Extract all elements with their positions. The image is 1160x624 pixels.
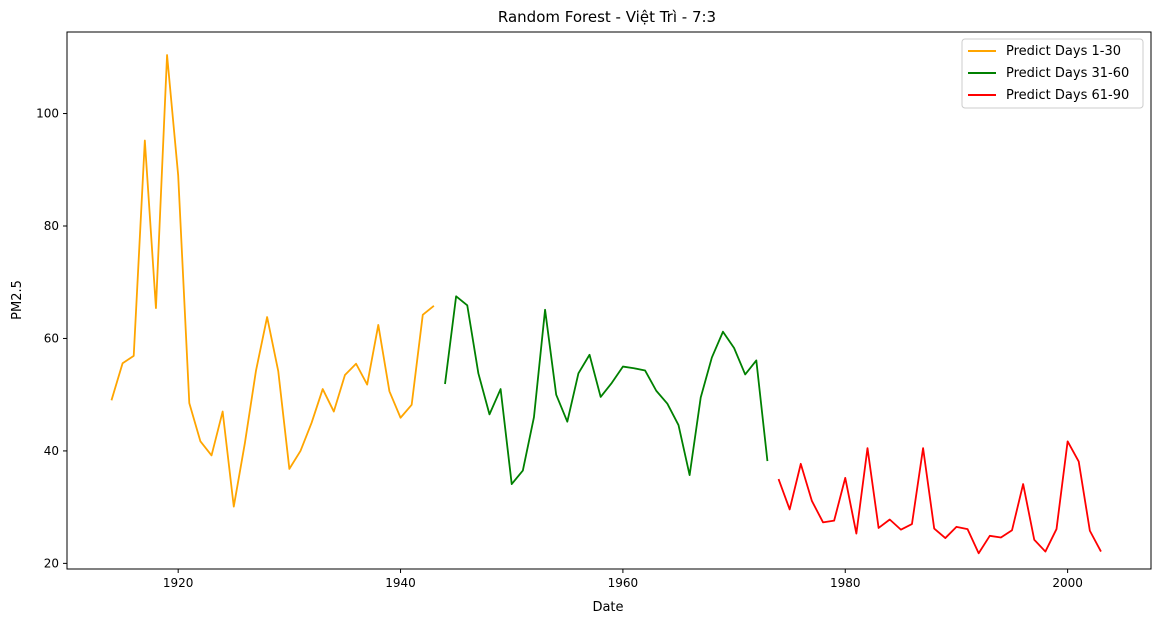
y-tick-label: 40: [44, 444, 59, 458]
x-tick-label: 1960: [608, 576, 639, 590]
x-axis-title: Date: [592, 600, 623, 615]
series-line-2: [444, 295, 769, 485]
y-axis: 20 40 60 80 100: [36, 107, 67, 570]
x-tick-label: 2000: [1052, 576, 1083, 590]
series-line-3: [777, 440, 1102, 555]
series-line-1: [110, 54, 435, 508]
series-layer: [110, 54, 1102, 555]
x-tick-label: 1920: [163, 576, 194, 590]
chart-title: Random Forest - Việt Trì - 7:3: [498, 8, 716, 26]
legend-box: [961, 38, 1144, 109]
legend-label: Predict Days 31-60: [1006, 66, 1129, 81]
x-tick-label: 1980: [830, 576, 861, 590]
y-tick-label: 20: [44, 556, 59, 570]
y-tick-label: 100: [36, 107, 59, 121]
y-tick-label: 60: [44, 331, 59, 345]
y-axis-title: PM2.5: [10, 280, 25, 320]
y-tick-label: 80: [44, 219, 59, 233]
legend: Predict Days 1-30 Predict Days 31-60 Predi…: [961, 38, 1144, 109]
x-axis: 1920 1940 1960 1980 2000: [163, 569, 1083, 590]
legend-label: Predict Days 1-30: [1006, 44, 1121, 59]
plot-frame: [66, 31, 1152, 570]
legend-label: Predict Days 61-90: [1006, 88, 1129, 103]
plot-area: [66, 31, 1152, 570]
x-tick-label: 1940: [385, 576, 416, 590]
